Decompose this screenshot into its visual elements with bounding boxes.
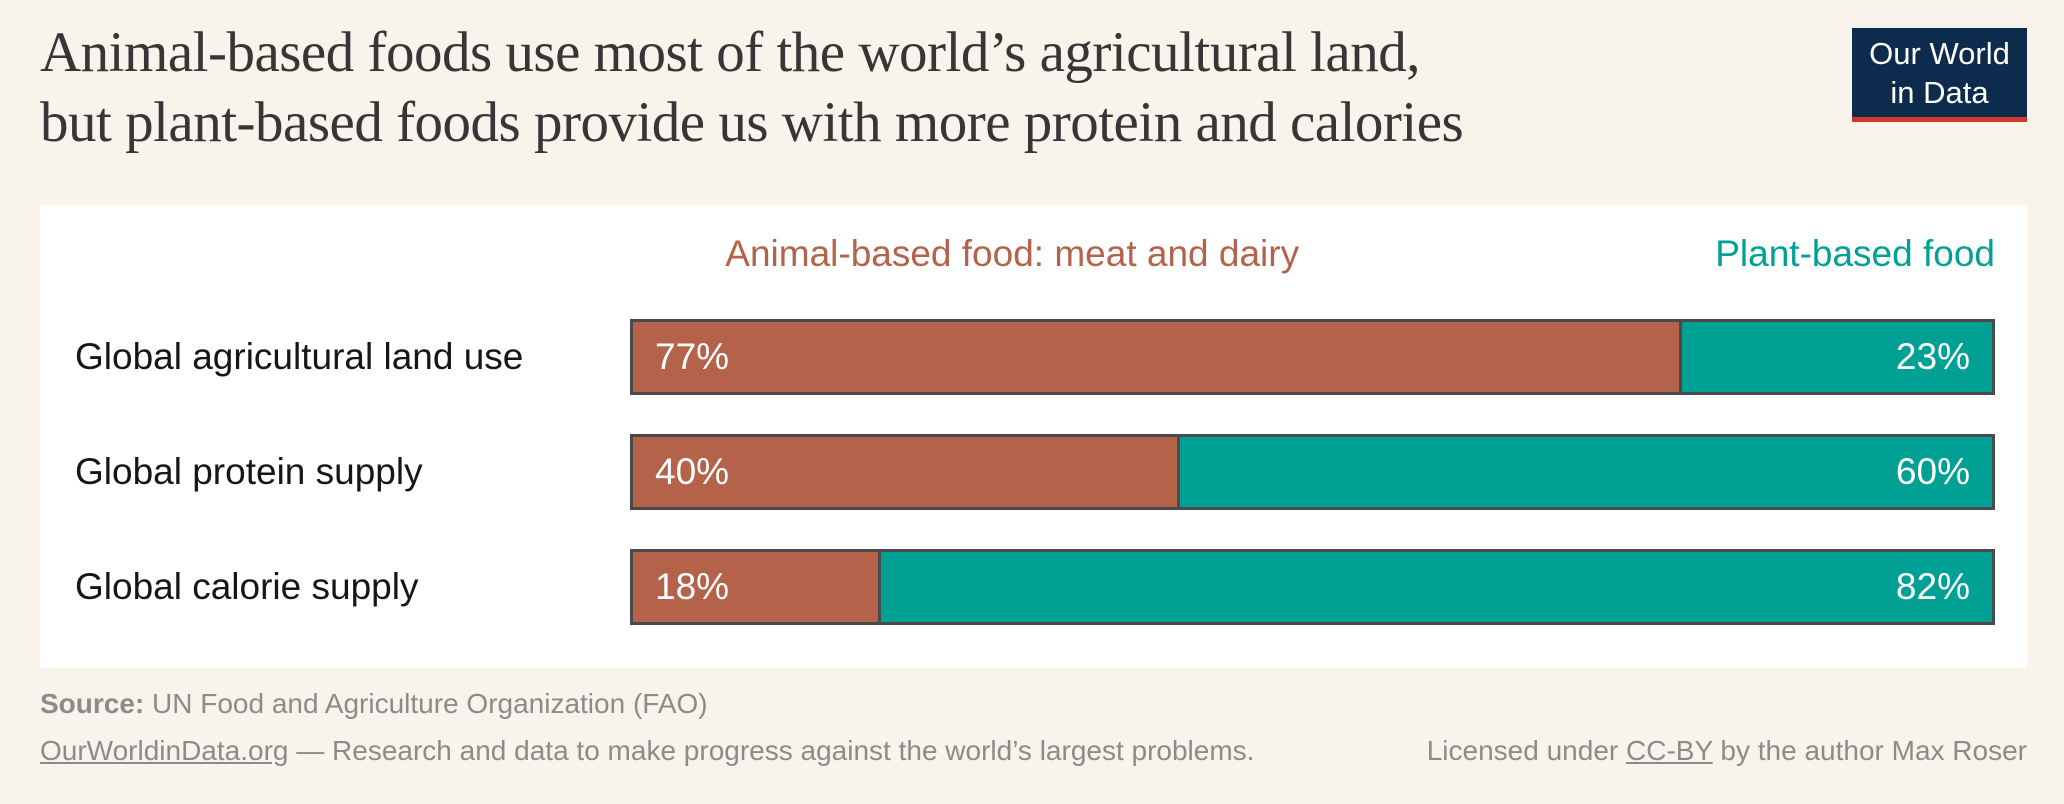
value-label-animal: 40%: [655, 451, 730, 492]
bar-segment-animal: 77%: [633, 322, 1680, 392]
category-label: Global calorie supply: [75, 566, 419, 607]
value-label-animal: 77%: [655, 336, 730, 377]
bar-segment-plant: 23%: [1679, 322, 1992, 392]
legend-plant-label: Plant-based food: [1715, 233, 1995, 274]
value-label-animal: 18%: [655, 566, 730, 607]
stacked-bar: 40% 60%: [630, 434, 1995, 510]
bar-segment-animal: 18%: [633, 552, 878, 622]
site-line: OurWorldinData.org — Research and data t…: [40, 735, 1254, 767]
license-prefix: Licensed under: [1426, 735, 1626, 766]
value-label-plant: 23%: [1895, 336, 1970, 377]
site-tagline: — Research and data to make progress aga…: [288, 735, 1255, 766]
value-label-plant: 60%: [1895, 451, 1970, 492]
category-label: Global protein supply: [75, 451, 423, 492]
bar-segment-plant: 82%: [877, 552, 1992, 622]
value-label-plant: 82%: [1895, 566, 1970, 607]
chart-title-line1: Animal-based foods use most of the world…: [40, 21, 1420, 84]
legend-animal-label: Animal-based food: meat and dairy: [725, 233, 1300, 274]
ccby-link[interactable]: CC-BY: [1626, 735, 1713, 766]
chart-title-line2: but plant-based foods provide us with mo…: [40, 91, 1464, 154]
source-line: Source: UN Food and Agriculture Organiza…: [40, 688, 708, 720]
source-label: Source:: [40, 688, 145, 719]
chart-title: Animal-based foods use most of the world…: [40, 18, 1464, 158]
bar-row-calorie: Global calorie supply 18% 82%: [40, 549, 2027, 625]
license-suffix: by the author Max Roser: [1712, 735, 2027, 766]
chart-card: Animal-based food: meat and dairy Plant-…: [40, 205, 2027, 668]
bar-segment-plant: 60%: [1176, 437, 1992, 507]
bar-row-protein: Global protein supply 40% 60%: [40, 434, 2027, 510]
bar-segment-animal: 40%: [633, 437, 1177, 507]
owid-logo[interactable]: Our World in Data: [1852, 28, 2027, 122]
source-text: UN Food and Agriculture Organization (FA…: [144, 688, 708, 719]
license-line: Licensed under CC-BY by the author Max R…: [1427, 735, 2027, 767]
stacked-bar: 77% 23%: [630, 319, 1995, 395]
category-label: Global agricultural land use: [75, 336, 524, 377]
owid-logo-line1: Our World: [1869, 35, 2010, 71]
owid-logo-line2: in Data: [1890, 74, 1989, 110]
stacked-bar: 18% 82%: [630, 549, 1995, 625]
chart-legend: Animal-based food: meat and dairy Plant-…: [630, 233, 1995, 281]
bar-row-land-use: Global agricultural land use 77% 23%: [40, 319, 2027, 395]
owid-site-link[interactable]: OurWorldinData.org: [40, 735, 289, 766]
